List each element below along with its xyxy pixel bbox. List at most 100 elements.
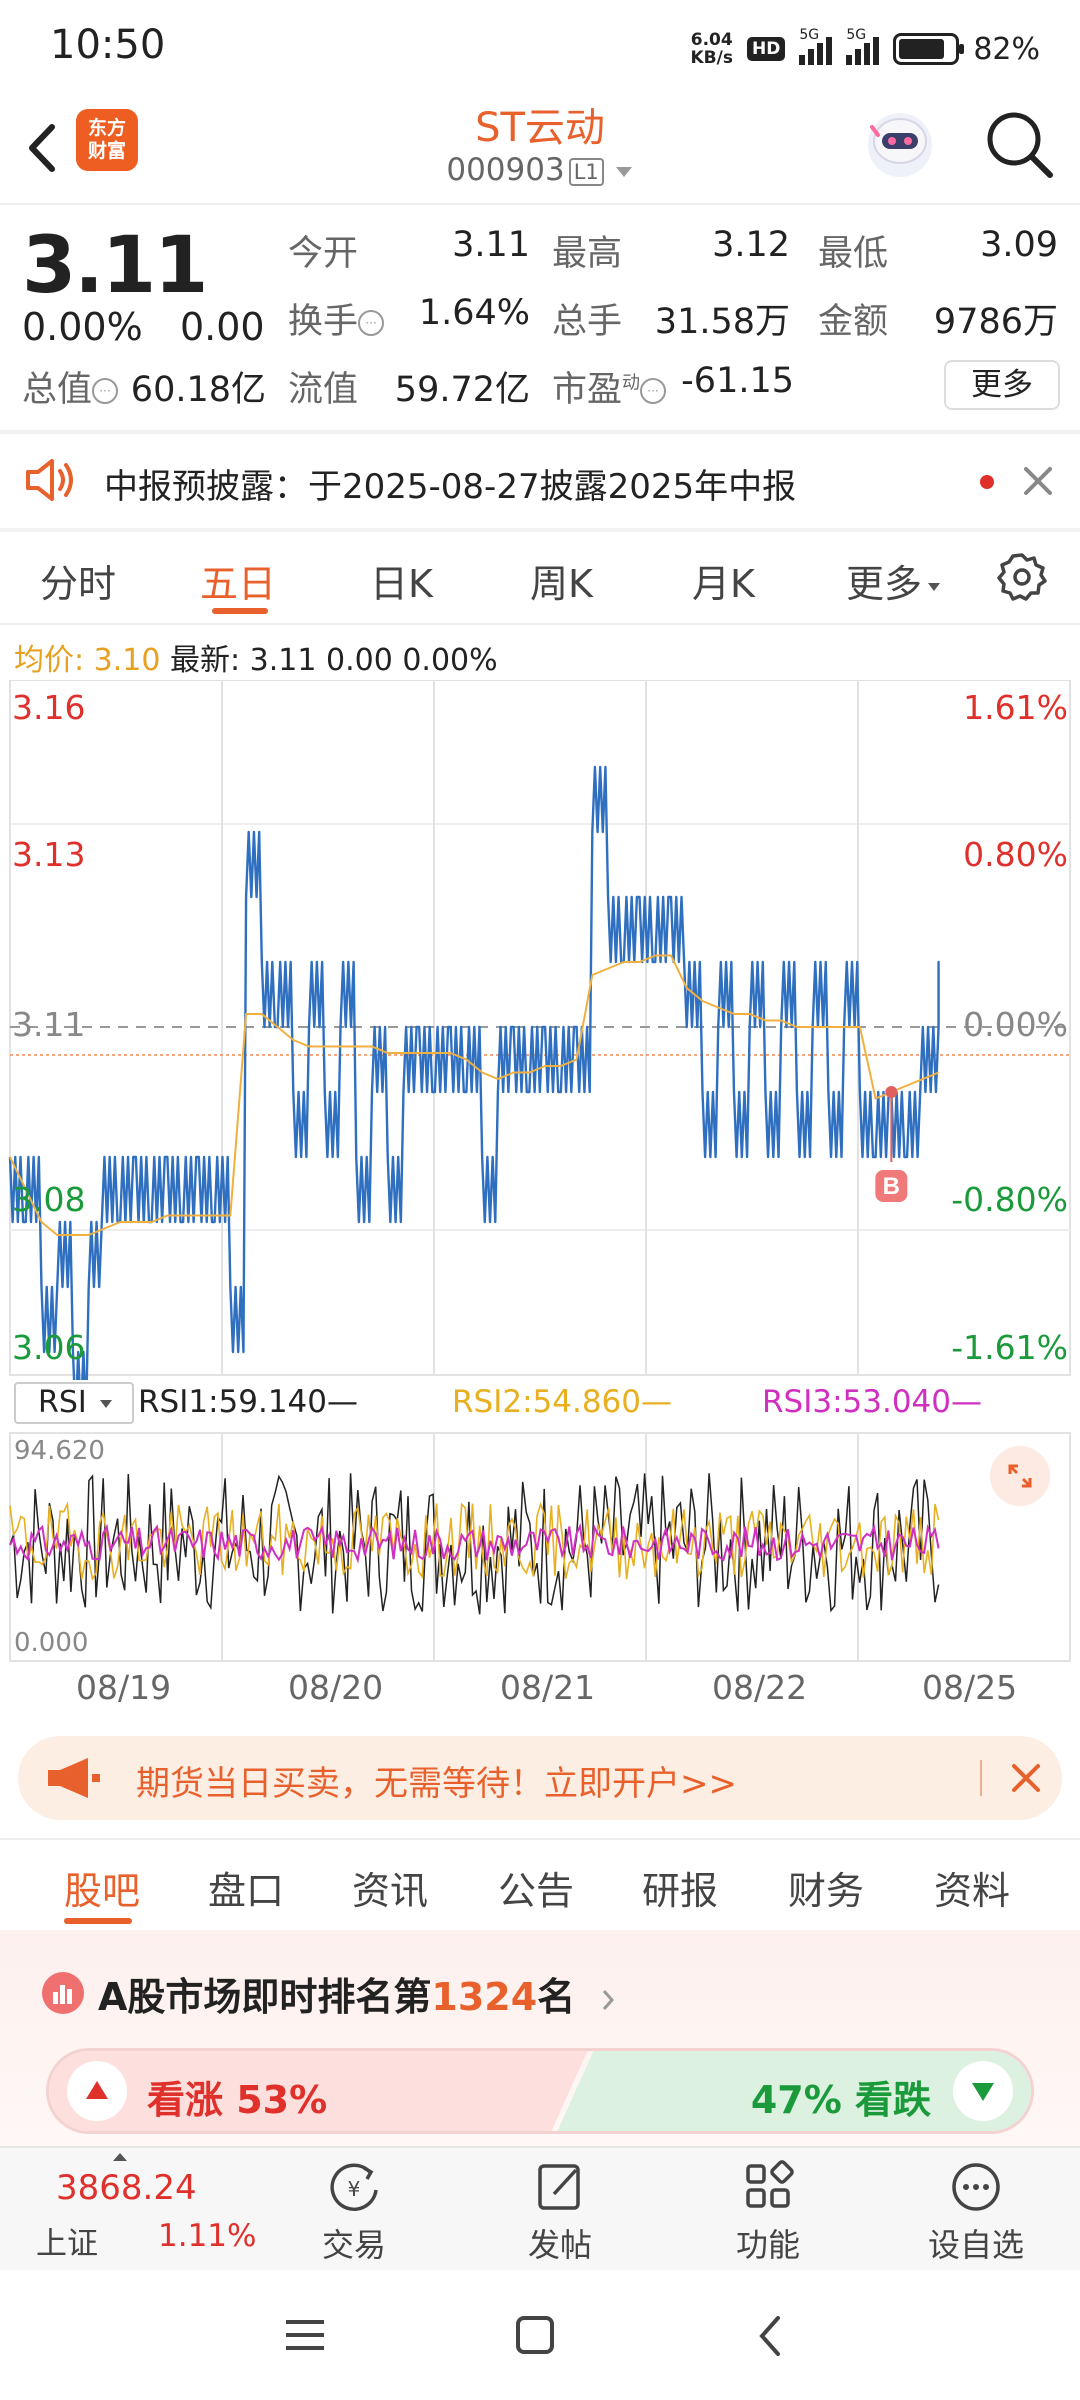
tab-forum[interactable]: 股吧 — [64, 1869, 141, 1913]
y-label-right-4: -1.61% — [951, 1328, 1068, 1367]
chevron-left-icon — [759, 2316, 780, 2356]
price-line — [8, 765, 940, 1419]
vote-split — [49, 2051, 1031, 2131]
y-label-left-3: 3.08 — [12, 1180, 86, 1219]
tab-finance[interactable]: 财务 — [788, 1869, 865, 1913]
more-button[interactable]: 更多 — [944, 360, 1060, 410]
nav-post[interactable]: 发帖 — [500, 2158, 620, 2268]
tab-intraday[interactable]: 分时 — [40, 562, 117, 606]
triangle-up-icon — [86, 2081, 108, 2099]
trade-icon: ¥ — [330, 2163, 378, 2211]
indicator-select[interactable]: RSI — [14, 1382, 134, 1424]
chevron-left-icon — [29, 124, 55, 172]
avg-price-line — [9, 954, 939, 1236]
stock-name: ST云动 — [475, 105, 605, 151]
unread-dot — [980, 475, 994, 489]
close-button[interactable] — [1018, 461, 1058, 501]
high-value: 3.12 — [712, 225, 790, 265]
settings-button[interactable] — [996, 551, 1048, 603]
notice-bar[interactable]: 中报预披露：于2025-08-27披露2025年中报 — [0, 435, 1080, 527]
net-speed: 6.04 KB/s — [691, 31, 733, 67]
latest-change: 0.00 — [326, 643, 393, 678]
ranking-link[interactable]: A股市场即时排名第1324名 — [98, 1966, 618, 2021]
nav-trade[interactable]: ¥ 交易 — [294, 2158, 414, 2268]
tab-announcements[interactable]: 公告 — [498, 1869, 575, 1913]
open-value: 3.11 — [452, 225, 530, 265]
turnover-value: 1.64% — [418, 293, 530, 333]
period-tabs: 分时 五日 日K 周K 月K 更多 — [0, 535, 1080, 623]
low-label: 最低 — [818, 234, 889, 274]
ad-banner[interactable]: 期货当日买卖，无需等待！立即开户>> — [18, 1736, 1062, 1820]
recent-apps-button[interactable] — [270, 2310, 340, 2360]
tab-five-day[interactable]: 五日 — [200, 562, 277, 606]
expand-icon — [1008, 1464, 1032, 1488]
speaker-icon — [24, 457, 78, 503]
float-label: 流值 — [288, 370, 359, 410]
open-label: 今开 — [288, 234, 359, 274]
active-tab-underline — [64, 1918, 132, 1924]
chevron-right-icon — [603, 1989, 615, 2010]
search-button[interactable] — [980, 105, 1060, 185]
tab-order-book[interactable]: 盘口 — [208, 1869, 285, 1913]
latest-label: 最新: — [170, 643, 241, 678]
tab-daily-k[interactable]: 日K — [370, 562, 433, 606]
close-button[interactable] — [1008, 1760, 1044, 1796]
search-icon — [987, 112, 1053, 178]
nav-functions[interactable]: 功能 — [708, 2158, 828, 2268]
status-bar: 10:50 6.04 KB/s HD 5G 5G 82% — [0, 0, 1080, 95]
x-label-2: 08/21 — [500, 1668, 596, 1707]
vote-up-button[interactable] — [67, 2061, 127, 2121]
ad-text: 期货当日买卖，无需等待！立即开户>> — [136, 1764, 737, 1804]
system-back-button[interactable] — [740, 2306, 800, 2366]
divider — [980, 1760, 982, 1796]
stock-code: 000903 L1 — [0, 152, 1080, 188]
vote-down-label[interactable]: 47% 看跌 — [750, 2078, 931, 2122]
tab-profile[interactable]: 资料 — [934, 1869, 1011, 1913]
tab-research[interactable]: 研报 — [642, 1869, 719, 1913]
y-label-right-1: 0.80% — [963, 835, 1068, 874]
battery-icon — [893, 33, 965, 65]
latest-value: 3.11 — [249, 643, 317, 678]
tab-weekly-k[interactable]: 周K — [530, 562, 593, 606]
back-button[interactable] — [18, 113, 68, 183]
pe-label: 市盈动 ··· — [552, 361, 667, 412]
high-label: 最高 — [552, 234, 623, 274]
current-price: 3.11 — [22, 221, 208, 311]
rsi-chart[interactable]: 94.620 0.000 — [0, 1432, 1080, 1664]
net-speed-unit: KB/s — [690, 48, 733, 68]
caret-up-icon — [113, 2153, 127, 2161]
tab-news[interactable]: 资讯 — [352, 1869, 429, 1913]
turnover-label: 换手 ··· — [288, 293, 385, 344]
info-icon[interactable]: ··· — [640, 378, 667, 404]
info-icon[interactable]: ··· — [92, 378, 119, 404]
content-tabs: 股吧 盘口 资讯 公告 研报 财务 资料 — [0, 1838, 1080, 1928]
nav-add-watchlist[interactable]: 设自选 — [916, 2158, 1036, 2268]
info-icon[interactable]: ··· — [358, 310, 385, 336]
five-day-chart[interactable]: B 3.16 3.13 3.11 3.08 3.06 1.61% 0.80% 0… — [0, 679, 1080, 1419]
rsi-chart-svg — [9, 1432, 1071, 1662]
index-ticker[interactable]: 3868.24 上证 1.11% — [0, 2148, 256, 2272]
mktcap-value: 60.18亿 — [130, 370, 266, 410]
more-circle-icon — [952, 2163, 1000, 2211]
signal-icon: 5G — [799, 27, 833, 65]
change-value: 0.00 — [180, 305, 265, 349]
robot-assistant-icon[interactable] — [862, 105, 938, 181]
expand-button[interactable] — [990, 1446, 1050, 1506]
index-value: 3868.24 — [56, 2168, 197, 2208]
app-logo[interactable]: 东方 财富 — [76, 109, 138, 171]
tab-more[interactable]: 更多 — [846, 553, 942, 608]
x-label-4: 08/25 — [922, 1668, 1018, 1707]
vote-up-label[interactable]: 看涨 53% — [147, 2078, 328, 2122]
x-label-0: 08/19 — [76, 1668, 172, 1707]
buy-marker-label: B — [883, 1173, 900, 1200]
home-button[interactable] — [500, 2306, 570, 2366]
rsi3-line — [9, 1523, 940, 1564]
close-icon — [1012, 1764, 1040, 1792]
notice-text: 中报预披露：于2025-08-27披露2025年中报 — [104, 467, 797, 507]
rsi2-line — [9, 1501, 940, 1581]
vote-down-button[interactable] — [953, 2061, 1013, 2121]
tab-monthly-k[interactable]: 月K — [692, 562, 755, 606]
battery-percent: 82% — [973, 31, 1040, 67]
rsi1-value: RSI1:59.140— — [138, 1384, 358, 1420]
y-label-right-2: 0.00% — [963, 1005, 1068, 1044]
